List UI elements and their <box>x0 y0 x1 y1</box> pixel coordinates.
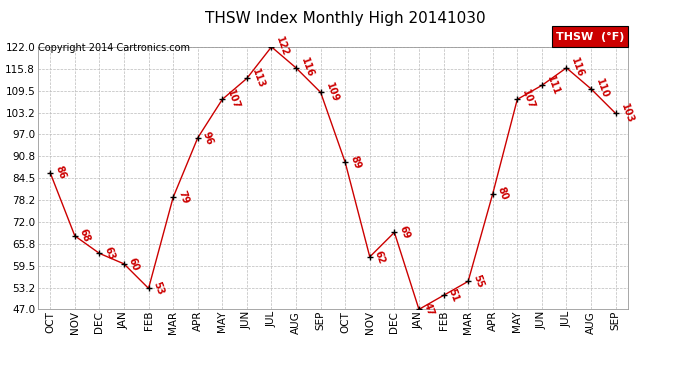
Text: 113: 113 <box>250 67 266 90</box>
Text: 53: 53 <box>152 280 166 296</box>
Text: THSW  (°F): THSW (°F) <box>555 32 624 42</box>
Text: THSW Index Monthly High 20141030: THSW Index Monthly High 20141030 <box>205 11 485 26</box>
Text: 116: 116 <box>569 57 586 79</box>
Text: 55: 55 <box>471 273 485 290</box>
Text: 86: 86 <box>53 165 67 181</box>
Text: 111: 111 <box>545 74 561 97</box>
Text: 110: 110 <box>594 78 610 100</box>
Text: 51: 51 <box>446 287 460 303</box>
Text: 103: 103 <box>618 102 635 125</box>
Text: 107: 107 <box>520 88 537 111</box>
Text: 80: 80 <box>495 186 510 202</box>
Text: 62: 62 <box>373 249 387 265</box>
Text: Copyright 2014 Cartronics.com: Copyright 2014 Cartronics.com <box>38 43 190 53</box>
Text: 109: 109 <box>324 81 340 104</box>
Text: 68: 68 <box>78 228 92 244</box>
Text: 69: 69 <box>397 224 411 240</box>
Text: 107: 107 <box>225 88 241 111</box>
Text: 89: 89 <box>348 154 362 171</box>
Text: 116: 116 <box>299 57 315 79</box>
Text: 79: 79 <box>176 189 190 206</box>
Text: 63: 63 <box>102 245 117 261</box>
Text: 47: 47 <box>422 302 436 317</box>
Text: 96: 96 <box>201 130 215 146</box>
Text: 122: 122 <box>275 36 290 58</box>
Text: 60: 60 <box>127 256 141 272</box>
